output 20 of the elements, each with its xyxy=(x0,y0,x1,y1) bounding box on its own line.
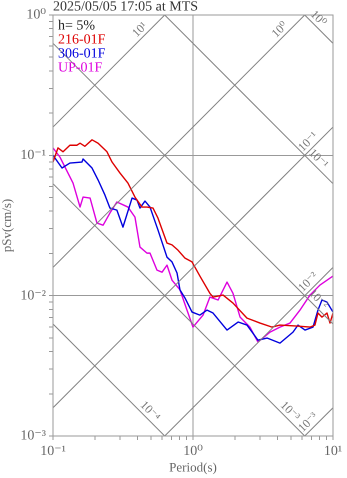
annotation: h= 5% xyxy=(58,18,96,34)
y-tick-label: 10⁻³ xyxy=(20,428,46,444)
chart-title: 2025/05/05 17:05 at MTS xyxy=(53,0,198,15)
y-tick-label: 10⁻² xyxy=(20,288,46,304)
text: 10⁻³ xyxy=(278,398,304,424)
x-tick-label: 10¹ xyxy=(324,444,342,460)
text: 216-01F xyxy=(58,32,106,48)
text: 10⁻¹ xyxy=(306,146,332,172)
text: UP-01F xyxy=(58,60,103,76)
text: 306-01F xyxy=(58,46,106,62)
y-tick-label: 10⁰ xyxy=(26,8,46,23)
x-tick-label: 10⁰ xyxy=(183,444,204,460)
y-axis-title: pSv(cm/s) xyxy=(0,198,14,252)
text: 10⁰ xyxy=(268,18,290,40)
text: 10¹ xyxy=(128,18,150,40)
x-axis-title: Period(s) xyxy=(169,460,217,475)
x-tick-label: 10⁻¹ xyxy=(40,444,66,460)
text: 10⁻⁴ xyxy=(138,398,164,424)
text: 10⁰ xyxy=(308,7,330,30)
y-tick-label: 10⁻¹ xyxy=(20,148,46,164)
